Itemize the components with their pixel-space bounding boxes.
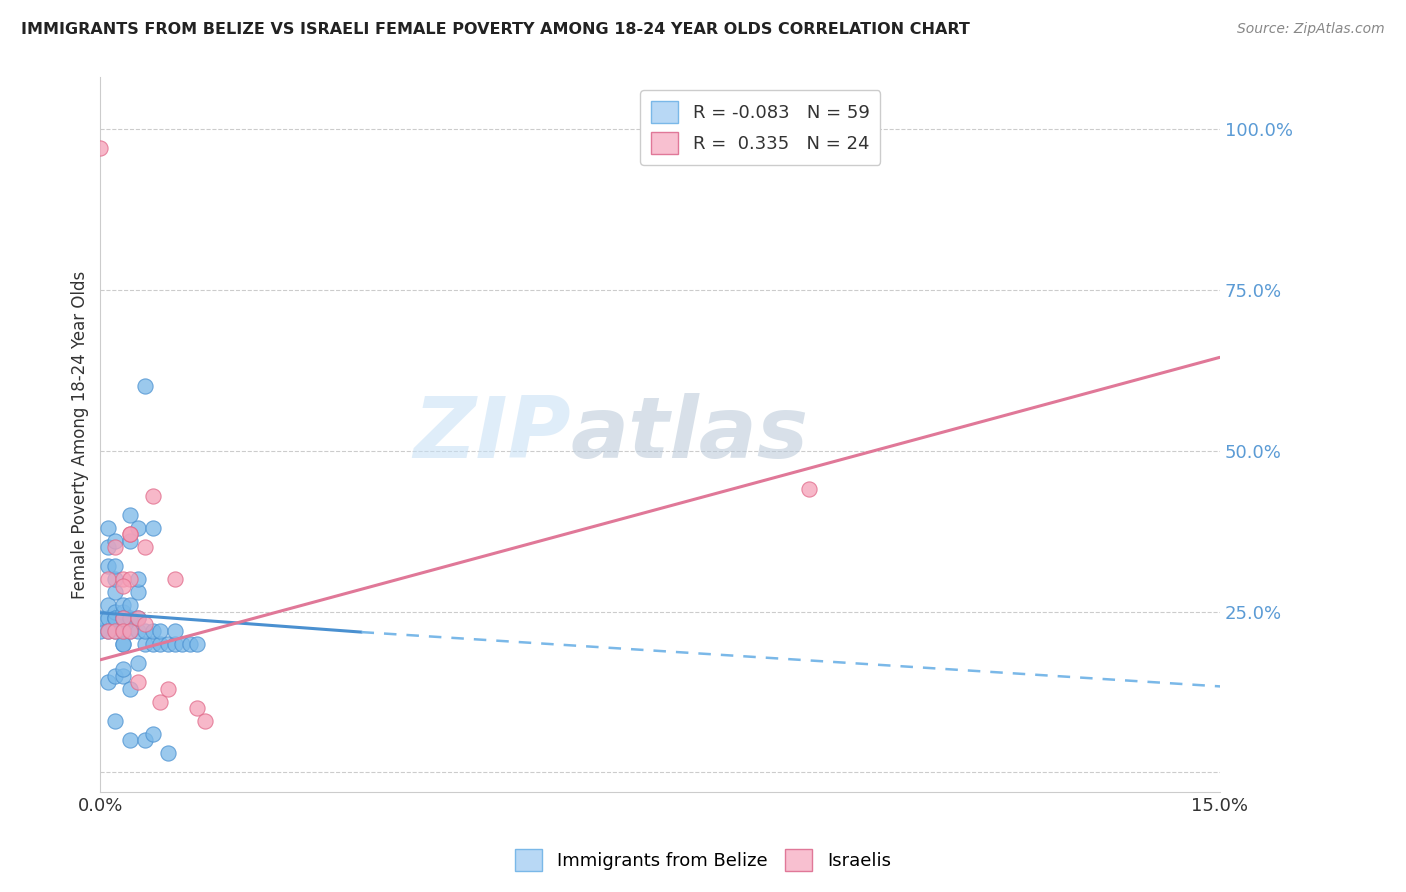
Point — [89, 611, 111, 625]
Point — [111, 669, 134, 683]
Point — [179, 637, 201, 651]
Point — [97, 675, 120, 690]
Point — [156, 681, 179, 696]
Point — [111, 579, 134, 593]
Point — [111, 611, 134, 625]
Point — [134, 733, 156, 747]
Point — [111, 662, 134, 676]
Point — [156, 746, 179, 760]
Point — [120, 681, 142, 696]
Point — [163, 637, 186, 651]
Point — [97, 598, 120, 612]
Point — [104, 559, 127, 574]
Legend: R = -0.083   N = 59, R =  0.335   N = 24: R = -0.083 N = 59, R = 0.335 N = 24 — [640, 90, 880, 165]
Point — [97, 521, 120, 535]
Point — [186, 701, 208, 715]
Text: Source: ZipAtlas.com: Source: ZipAtlas.com — [1237, 22, 1385, 37]
Point — [104, 624, 127, 638]
Point — [142, 624, 165, 638]
Text: atlas: atlas — [571, 393, 808, 476]
Point — [104, 605, 127, 619]
Point — [97, 624, 120, 638]
Point — [194, 714, 217, 728]
Point — [127, 675, 149, 690]
Point — [134, 379, 156, 393]
Legend: Immigrants from Belize, Israelis: Immigrants from Belize, Israelis — [508, 842, 898, 879]
Point — [111, 637, 134, 651]
Point — [172, 637, 194, 651]
Y-axis label: Female Poverty Among 18-24 Year Olds: Female Poverty Among 18-24 Year Olds — [72, 270, 89, 599]
Point — [111, 605, 134, 619]
Point — [111, 624, 134, 638]
Point — [104, 572, 127, 586]
Point — [111, 624, 134, 638]
Point — [134, 540, 156, 554]
Point — [104, 714, 127, 728]
Point — [120, 611, 142, 625]
Point — [127, 585, 149, 599]
Point — [120, 527, 142, 541]
Point — [120, 508, 142, 522]
Point — [120, 733, 142, 747]
Point — [149, 695, 172, 709]
Point — [127, 656, 149, 670]
Point — [142, 521, 165, 535]
Point — [120, 598, 142, 612]
Text: ZIP: ZIP — [413, 393, 571, 476]
Point — [97, 559, 120, 574]
Point — [134, 624, 156, 638]
Point — [149, 637, 172, 651]
Point — [104, 611, 127, 625]
Point — [111, 598, 134, 612]
Point — [111, 637, 134, 651]
Point — [111, 624, 134, 638]
Point — [142, 727, 165, 741]
Point — [120, 624, 142, 638]
Point — [111, 611, 134, 625]
Point — [104, 624, 127, 638]
Point — [186, 637, 208, 651]
Point — [89, 624, 111, 638]
Text: IMMIGRANTS FROM BELIZE VS ISRAELI FEMALE POVERTY AMONG 18-24 YEAR OLDS CORRELATI: IMMIGRANTS FROM BELIZE VS ISRAELI FEMALE… — [21, 22, 970, 37]
Point — [163, 572, 186, 586]
Point — [97, 540, 120, 554]
Point — [120, 624, 142, 638]
Point — [142, 637, 165, 651]
Point — [104, 585, 127, 599]
Point — [120, 572, 142, 586]
Point — [97, 611, 120, 625]
Point — [104, 611, 127, 625]
Point — [111, 572, 134, 586]
Point — [89, 141, 111, 155]
Point — [149, 624, 172, 638]
Point — [127, 624, 149, 638]
Point — [104, 669, 127, 683]
Point — [127, 521, 149, 535]
Point — [156, 637, 179, 651]
Point — [134, 637, 156, 651]
Point — [97, 572, 120, 586]
Point — [142, 489, 165, 503]
Point — [104, 540, 127, 554]
Point — [104, 533, 127, 548]
Point — [134, 617, 156, 632]
Point — [120, 527, 142, 541]
Point — [111, 611, 134, 625]
Point — [163, 624, 186, 638]
Point — [127, 611, 149, 625]
Point — [127, 572, 149, 586]
Point — [127, 611, 149, 625]
Point — [97, 624, 120, 638]
Point — [120, 533, 142, 548]
Point — [799, 483, 821, 497]
